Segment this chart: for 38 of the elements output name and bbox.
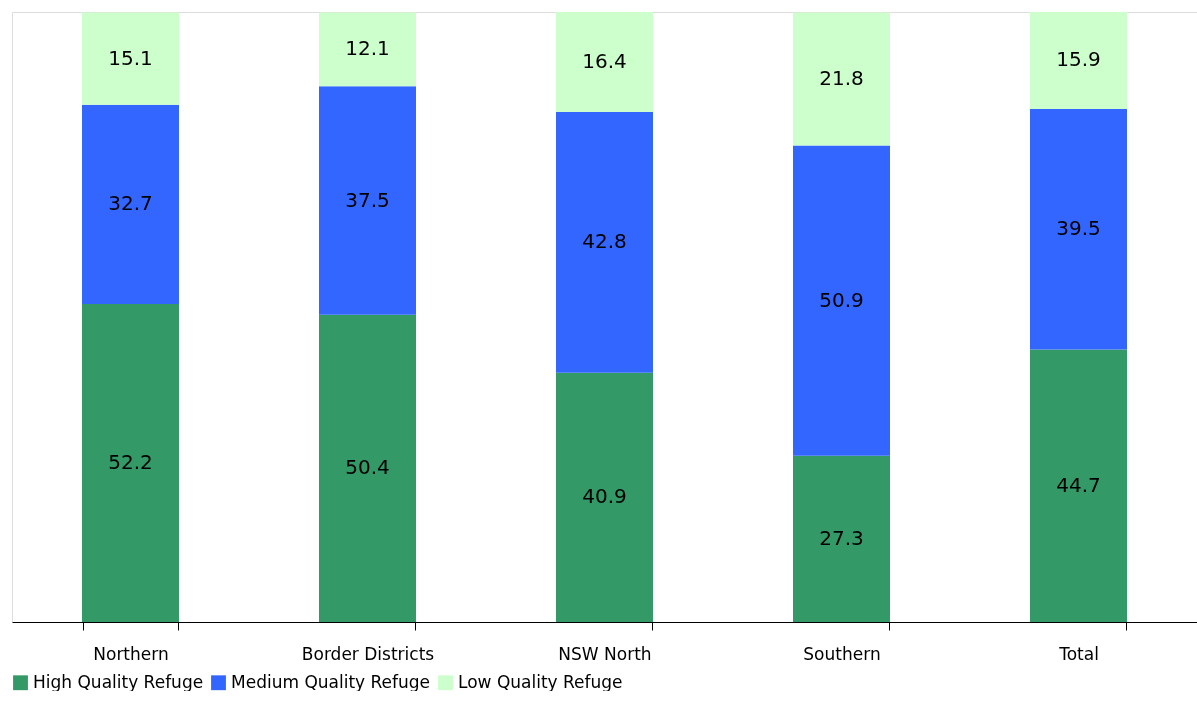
data-label: 50.9 (819, 287, 864, 312)
data-label: 52.2 (108, 449, 153, 474)
x-tick-label: Total (1058, 643, 1099, 664)
bar (793, 455, 890, 622)
x-tick-label: Southern (803, 643, 881, 664)
data-label: 32.7 (108, 191, 153, 216)
bar (556, 372, 653, 622)
x-tick-label: NSW North (558, 643, 652, 664)
bar (1030, 349, 1127, 622)
data-label: 12.1 (345, 36, 390, 61)
data-label: 27.3 (819, 525, 864, 550)
bar (1030, 108, 1127, 350)
data-label: 39.5 (1056, 216, 1101, 241)
bar (319, 86, 416, 315)
bar (556, 111, 653, 373)
bar (82, 12, 179, 105)
bar (82, 303, 179, 622)
data-label: 15.1 (108, 45, 153, 70)
bar (319, 12, 416, 87)
legend-label: Medium Quality Refuge (231, 671, 431, 692)
legend-label: High Quality Refuge (33, 671, 204, 692)
x-tick-label: Border Districts (301, 643, 435, 664)
data-label: 40.9 (582, 484, 627, 509)
bar (556, 12, 653, 112)
bar (82, 104, 179, 304)
bar (319, 314, 416, 622)
data-label: 42.8 (582, 229, 627, 254)
data-label: 37.5 (345, 187, 390, 212)
data-label: 16.4 (582, 48, 627, 73)
bar (793, 12, 890, 146)
bar (793, 145, 890, 456)
data-label: 21.8 (819, 66, 864, 91)
data-label: 15.9 (1056, 47, 1101, 72)
legend-label: Low Quality Refuge (458, 671, 623, 692)
x-tick-label: Northern (93, 643, 169, 664)
bar (1030, 12, 1127, 109)
data-label: 44.7 (1056, 472, 1101, 497)
data-label: 50.4 (345, 455, 390, 480)
